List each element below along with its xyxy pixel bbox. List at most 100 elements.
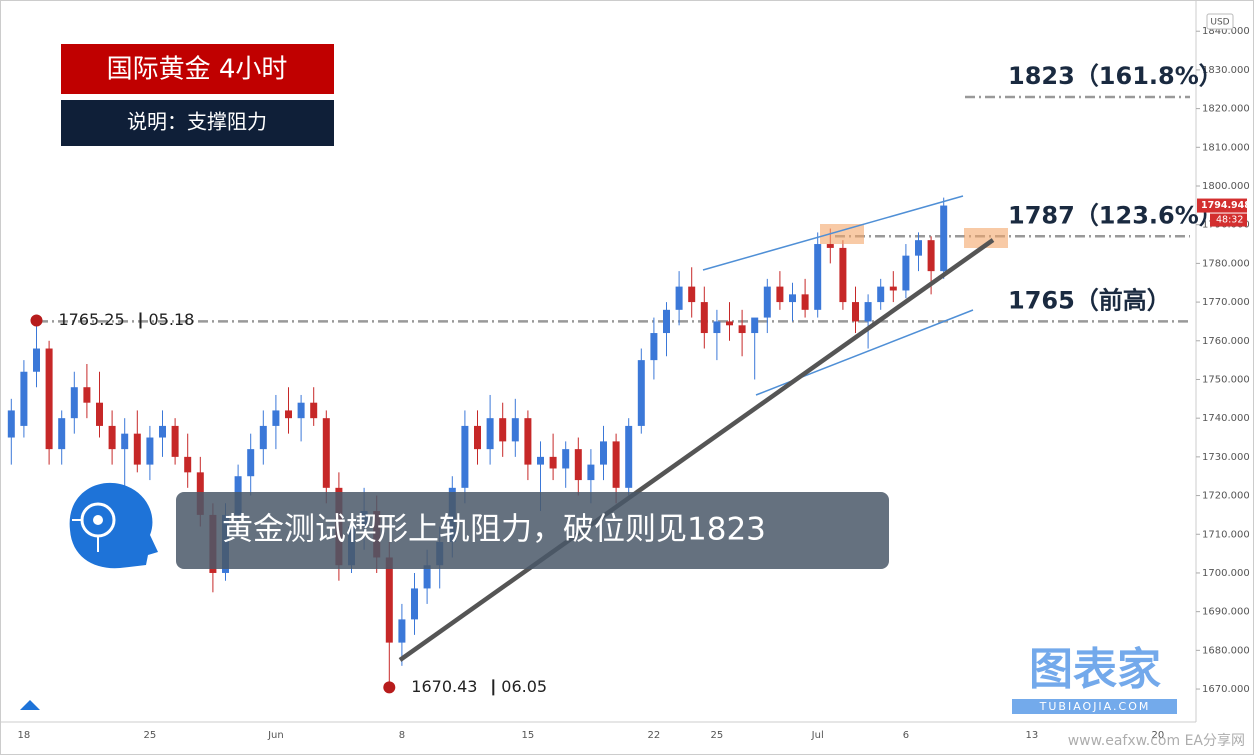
x-tick-label: Jun <box>267 730 284 741</box>
candle-body <box>385 557 393 643</box>
candle-body <box>927 240 935 272</box>
y-tick-label: 1720.000 <box>1202 491 1250 502</box>
countdown: 48:32 <box>1216 215 1243 226</box>
candle-body <box>877 286 885 303</box>
y-tick-label: 1760.000 <box>1202 336 1250 347</box>
x-tick-label: Jul <box>811 730 824 741</box>
candle-body <box>713 321 721 334</box>
y-tick-label: 1740.000 <box>1202 413 1250 424</box>
x-tick-label: 25 <box>144 730 157 741</box>
x-axis: 18 25 Jun 8 15 22 25 Jul 6 13 20 <box>18 730 1165 741</box>
x-tick-label: 20 <box>1152 730 1165 741</box>
y-tick-label: 1840.000 <box>1202 26 1250 37</box>
candle-body <box>801 294 809 310</box>
price-tag <box>1197 198 1247 213</box>
candle-body <box>272 410 280 426</box>
candle-body <box>663 309 670 334</box>
y-tick-label: 1780.000 <box>1202 258 1250 269</box>
trendline <box>398 238 995 662</box>
candle-body <box>700 302 708 334</box>
candle-body <box>70 387 78 419</box>
candle-body <box>499 418 507 442</box>
x-tick-label: 6 <box>903 730 909 741</box>
candle-body <box>285 410 292 419</box>
candle-body <box>789 294 796 303</box>
logo-url: TUBIAOJIA.COM <box>1039 700 1151 713</box>
logo-bar <box>1012 699 1177 714</box>
marker <box>30 314 43 327</box>
candle-body <box>247 449 255 477</box>
candle-body <box>763 286 771 318</box>
marker-date: 05.18 <box>149 310 195 329</box>
candle-body <box>322 418 330 488</box>
candle-body <box>96 402 103 426</box>
candle-body <box>889 286 897 291</box>
candle-body <box>839 247 847 303</box>
y-tick-label: 1700.000 <box>1202 568 1250 579</box>
currency-box <box>1206 13 1234 30</box>
watermark: www.eafxw.com EA分享网 <box>1068 732 1245 749</box>
candle-body <box>826 244 834 248</box>
x-tick-label: 13 <box>1026 730 1039 741</box>
candle-body <box>259 425 267 450</box>
y-tick-label: 1690.000 <box>1202 607 1250 618</box>
candle-body <box>310 402 318 419</box>
candle-body <box>650 333 658 361</box>
candle-body <box>537 456 544 465</box>
y-tick-label: 1730.000 <box>1202 452 1250 463</box>
y-tick-label: 1810.000 <box>1202 142 1250 153</box>
candle-body <box>549 456 557 469</box>
logo-name: 图表家 <box>1029 644 1161 695</box>
candle-body <box>474 425 481 450</box>
candle-body <box>612 441 620 488</box>
candle-body <box>726 321 733 326</box>
price-tag-label: 1794.948 <box>1201 200 1251 211</box>
candle-body <box>20 371 28 426</box>
banner-box <box>176 492 889 569</box>
overlay <box>398 195 1008 662</box>
candle-body <box>7 410 15 438</box>
candle-body <box>461 425 469 488</box>
y-tick-label: 1750.000 <box>1202 374 1250 385</box>
tv-icon <box>20 700 40 710</box>
candle-body <box>852 302 859 322</box>
candle-body <box>511 418 519 442</box>
candle-body <box>524 418 532 465</box>
x-tick-label: 8 <box>399 730 405 741</box>
y-tick-label: 1800.000 <box>1202 181 1250 192</box>
last-price: 1794.948 48:32 <box>1197 198 1251 227</box>
level-label: 1787（123.6%） <box>1008 201 1223 229</box>
x-tick-label: 18 <box>18 730 31 741</box>
level-label: 1823（161.8%） <box>1008 62 1223 90</box>
candle-body <box>33 348 40 372</box>
candle-body <box>423 565 431 589</box>
countdown-box <box>1210 213 1247 227</box>
candle-body <box>45 348 53 450</box>
marker <box>383 681 396 694</box>
y-tick-label: 1770.000 <box>1202 297 1250 308</box>
x-tick-label: 22 <box>648 730 661 741</box>
y-tick-label: 1710.000 <box>1202 529 1250 540</box>
zone <box>820 224 864 244</box>
marker-value: 1765.25 <box>59 310 125 329</box>
candle-body <box>297 402 305 419</box>
levels: 1823（161.8%） 1787（123.6%） 1765（前高） <box>38 62 1223 323</box>
title-box <box>61 44 334 94</box>
x-tick-label: 15 <box>522 730 535 741</box>
zone <box>964 228 1008 248</box>
y-tick-label: 1670.000 <box>1202 684 1250 695</box>
y-tick-label: 1680.000 <box>1202 645 1250 656</box>
candle-body <box>675 286 683 310</box>
y-tick-label: 1830.000 <box>1202 65 1250 76</box>
candle-body <box>83 387 91 403</box>
subtitle: 说明：支撑阻力 <box>127 110 267 134</box>
marker-value: 1670.43 <box>411 677 477 696</box>
candle-body <box>171 425 179 457</box>
candle-body <box>940 205 948 272</box>
markers: 1765.25 05.18 1670.43 06.05 <box>30 310 547 696</box>
y-tick-label: 1820.000 <box>1202 104 1250 115</box>
candle-body <box>146 437 154 465</box>
candle-body <box>915 240 922 256</box>
candle-body <box>108 425 116 450</box>
